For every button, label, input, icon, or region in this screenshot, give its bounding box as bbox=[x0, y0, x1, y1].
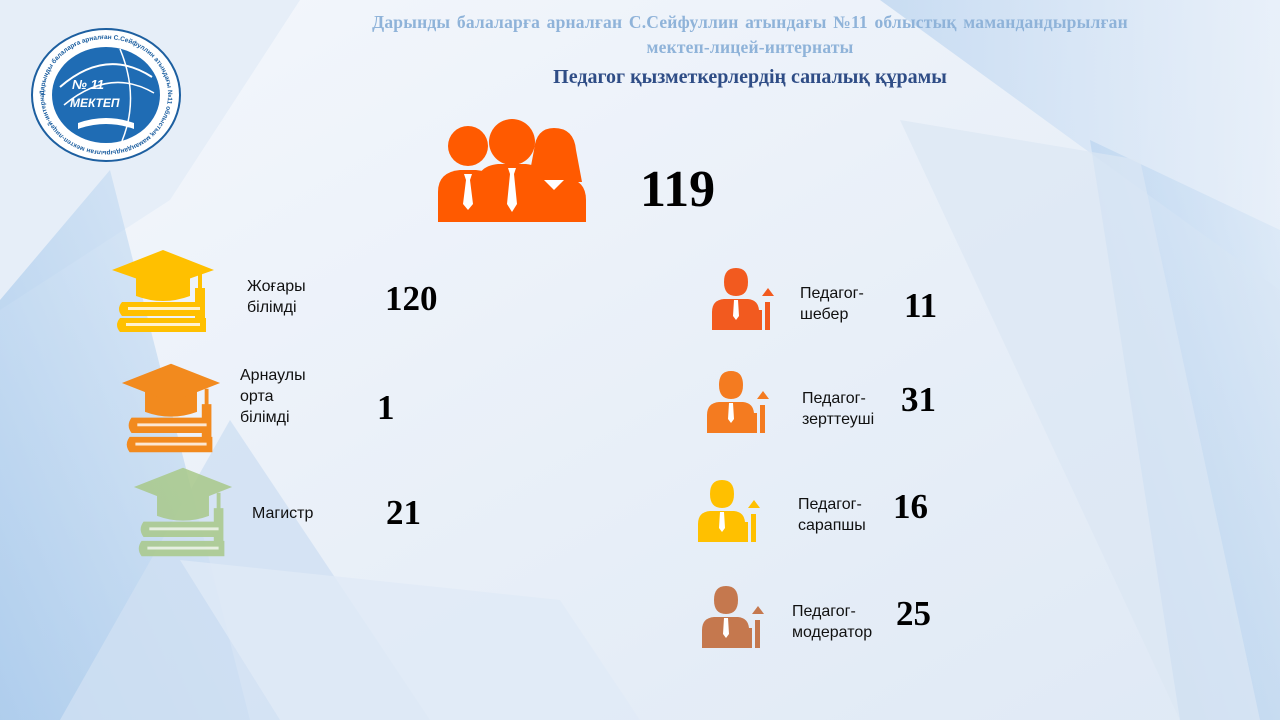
school-logo: № 11 МЕКТЕП Дарынды балаларға арналған С… bbox=[30, 27, 181, 162]
master-teacher-value: 11 bbox=[904, 286, 938, 325]
higher-education-value: 120 bbox=[385, 279, 438, 318]
master-teacher-label: Педагог- шебер bbox=[800, 285, 864, 323]
special-secondary-education-label: Арнаулы орта білімді bbox=[240, 367, 306, 426]
logo-word: МЕКТЕП bbox=[70, 96, 120, 110]
higher-education-label: Жоғары білімді bbox=[247, 278, 306, 316]
higher-education-icon bbox=[112, 250, 214, 332]
master-degree-icon bbox=[133, 467, 233, 557]
logo-number: № 11 bbox=[72, 77, 104, 92]
person-growth-chart-icon bbox=[702, 586, 764, 648]
person-growth-chart-icon bbox=[698, 480, 760, 542]
researcher-label: Педагог- зерттеуші bbox=[802, 390, 875, 428]
page-title: Педагог қызметкерлердің сапалық құрамы bbox=[553, 66, 947, 88]
moderator-value: 25 bbox=[896, 594, 931, 633]
expert-label: Педагог- сарапшы bbox=[798, 496, 866, 534]
researcher-value: 31 bbox=[901, 380, 936, 419]
special-secondary-education-value: 1 bbox=[377, 388, 395, 427]
person-growth-chart-icon bbox=[712, 268, 774, 330]
person-growth-chart-icon bbox=[707, 371, 769, 433]
special-secondary-education-icon bbox=[121, 363, 221, 453]
school-name-line2: мектеп-лицей-интернаты bbox=[646, 37, 854, 57]
people-group-icon bbox=[438, 119, 586, 222]
total-staff-value: 119 bbox=[640, 161, 716, 218]
master-degree-label: Магистр bbox=[252, 505, 314, 522]
master-degree-value: 21 bbox=[386, 493, 421, 532]
school-name-line1: Дарынды балаларға арналған С.Сейфуллин а… bbox=[372, 12, 1128, 32]
moderator-label: Педагог- модератор bbox=[792, 603, 873, 641]
expert-value: 16 bbox=[893, 487, 928, 526]
